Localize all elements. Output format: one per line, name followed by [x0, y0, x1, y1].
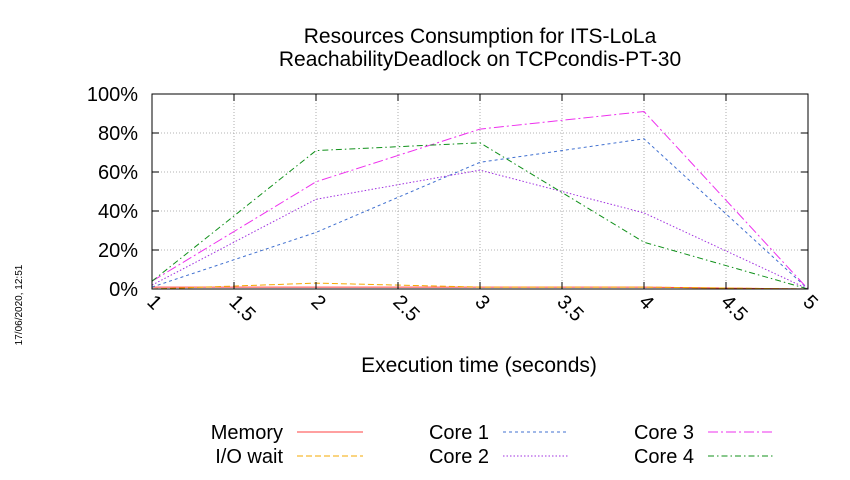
x-tick-label: 4: [634, 291, 657, 314]
x-tick-label: 5: [798, 291, 821, 314]
x-tick-label: 1.5: [224, 291, 259, 326]
x-tick-label: 2.5: [388, 291, 423, 326]
series-line-core-4: [151, 142, 809, 290]
legend-label: Core 2: [429, 446, 489, 468]
y-tick-label: 60%: [98, 162, 138, 184]
x-tick-label: 1: [142, 291, 165, 314]
grid: [151, 93, 809, 290]
timestamp: 17/06/2020, 12:51: [14, 264, 25, 345]
legend-label: Core 4: [634, 446, 694, 468]
legend-label: Core 1: [429, 422, 489, 444]
x-tick-label: 3.5: [552, 291, 587, 326]
y-tick-label: 0%: [109, 279, 138, 301]
y-tick-label: 100%: [87, 84, 138, 106]
x-tick-label: 4.5: [716, 291, 751, 326]
legend-label: Core 3: [634, 422, 694, 444]
series-line-core-2: [151, 169, 809, 290]
y-tick-label: 40%: [98, 201, 138, 223]
x-axis-label: Execution time (seconds): [361, 354, 597, 377]
legend-label: I/O wait: [215, 446, 283, 468]
series-line-core-3: [151, 110, 809, 290]
chart-subtitle: ReachabilityDeadlock on TCPcondis-PT-30: [279, 48, 681, 71]
x-tick-label: 3: [470, 291, 493, 314]
series-line-core-1: [151, 138, 809, 290]
axis-ticks: 0% 20% 40% 60% 80% 100% 1 1.5 2 2.5 3 3.5 4 4.5 5: [87, 84, 822, 326]
x-tick-label: 2: [306, 291, 329, 314]
legend-label: Memory: [211, 422, 283, 444]
y-tick-label: 80%: [98, 123, 138, 145]
y-tick-label: 20%: [98, 240, 138, 262]
chart-title: Resources Consumption for ITS-LoLa: [304, 25, 657, 48]
